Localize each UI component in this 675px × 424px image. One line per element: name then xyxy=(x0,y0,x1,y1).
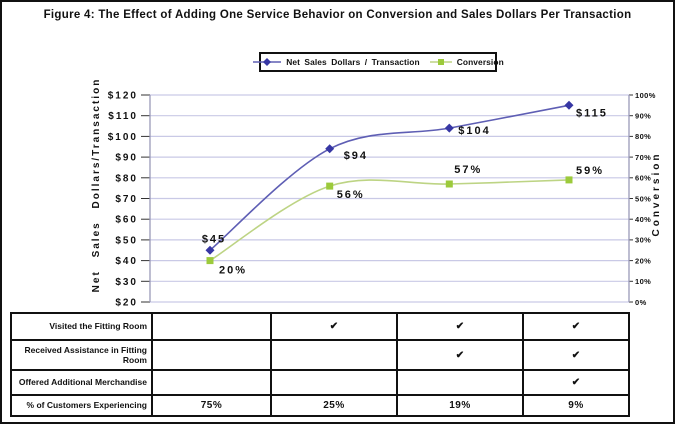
service-behavior-table: Visited the Fitting Room ✔ ✔ ✔ Received … xyxy=(10,312,630,417)
net-sales-marker xyxy=(325,144,335,154)
net-sales-data-label: $115 xyxy=(576,107,608,119)
net-sales-data-label: $94 xyxy=(344,150,368,162)
right-tick-label: 20% xyxy=(635,256,651,265)
row-label: % of Customers Experiencing xyxy=(12,394,151,415)
chart-legend: Net Sales Dollars / Transaction Conversi… xyxy=(253,52,504,72)
left-tick-label: $110 xyxy=(108,111,138,122)
conversion-marker xyxy=(206,257,214,265)
conversion-data-label: 20% xyxy=(219,265,247,277)
left-tick-label: $80 xyxy=(115,173,138,184)
conversion-data-label: 57% xyxy=(454,164,482,176)
left-tick-label: $90 xyxy=(115,153,138,164)
right-tick-label: 40% xyxy=(635,215,651,224)
left-tick-label: $30 xyxy=(115,277,138,288)
table-cell: ✔ xyxy=(522,339,628,369)
conversion-marker xyxy=(565,176,573,184)
conversion-line xyxy=(209,179,570,262)
right-tick-label: 50% xyxy=(635,194,651,203)
right-tick-label: 10% xyxy=(635,277,651,286)
net-sales-marker xyxy=(205,245,215,255)
net-sales-marker xyxy=(564,100,574,110)
legend-item-conversion: Conversion xyxy=(429,57,504,67)
table-cell xyxy=(151,339,270,369)
table-cell: ✔ xyxy=(396,339,522,369)
figure-title: Figure 4: The Effect of Adding One Servi… xyxy=(43,9,632,21)
conversion-marker xyxy=(326,182,334,190)
table-cell: 9% xyxy=(522,394,628,415)
table-cell: ✔ xyxy=(522,314,628,339)
right-tick-label: 30% xyxy=(635,236,651,245)
right-tick-label: 60% xyxy=(635,174,651,183)
legend-label-net-sales: Net Sales Dollars / Transaction xyxy=(286,57,420,67)
left-tick-label: $20 xyxy=(115,298,138,309)
net-sales-data-label: $45 xyxy=(202,233,226,245)
right-tick-label: 70% xyxy=(635,153,651,162)
table-cell xyxy=(151,314,270,339)
table-cell xyxy=(270,369,396,394)
table-cell: 19% xyxy=(396,394,522,415)
table-cell xyxy=(270,339,396,369)
left-tick-label: $50 xyxy=(115,235,138,246)
left-tick-label: $60 xyxy=(115,215,138,226)
table-cell: 75% xyxy=(151,394,270,415)
right-tick-label: 90% xyxy=(635,112,651,121)
net-sales-line xyxy=(209,104,570,251)
right-tick-label: 100% xyxy=(635,91,656,100)
table-cell: 25% xyxy=(270,394,396,415)
conversion-legend-swatch-icon xyxy=(429,59,452,65)
left-tick-label: $120 xyxy=(108,91,138,102)
conversion-marker xyxy=(445,180,453,188)
table-cell: ✔ xyxy=(396,314,522,339)
net-sales-data-label: $104 xyxy=(458,125,490,137)
left-tick-label: $70 xyxy=(115,194,138,205)
left-tick-label: $100 xyxy=(108,132,138,143)
net-sales-legend-swatch-icon xyxy=(253,58,282,66)
right-tick-label: 80% xyxy=(635,132,651,141)
right-tick-label: 0% xyxy=(635,298,647,307)
legend-label-conversion: Conversion xyxy=(456,57,504,67)
table-cell xyxy=(151,369,270,394)
table-cell: ✔ xyxy=(270,314,396,339)
row-label: Received Assistance in Fitting Room xyxy=(12,339,151,369)
net-sales-marker xyxy=(444,123,454,133)
conversion-data-label: 56% xyxy=(337,189,365,201)
left-tick-label: $40 xyxy=(115,256,138,267)
table-cell: ✔ xyxy=(522,369,628,394)
conversion-data-label: 59% xyxy=(576,165,604,177)
legend-item-net-sales: Net Sales Dollars / Transaction xyxy=(252,57,420,67)
table-cell xyxy=(396,369,522,394)
row-label: Offered Additional Merchandise xyxy=(12,369,151,394)
row-label: Visited the Fitting Room xyxy=(49,321,147,332)
